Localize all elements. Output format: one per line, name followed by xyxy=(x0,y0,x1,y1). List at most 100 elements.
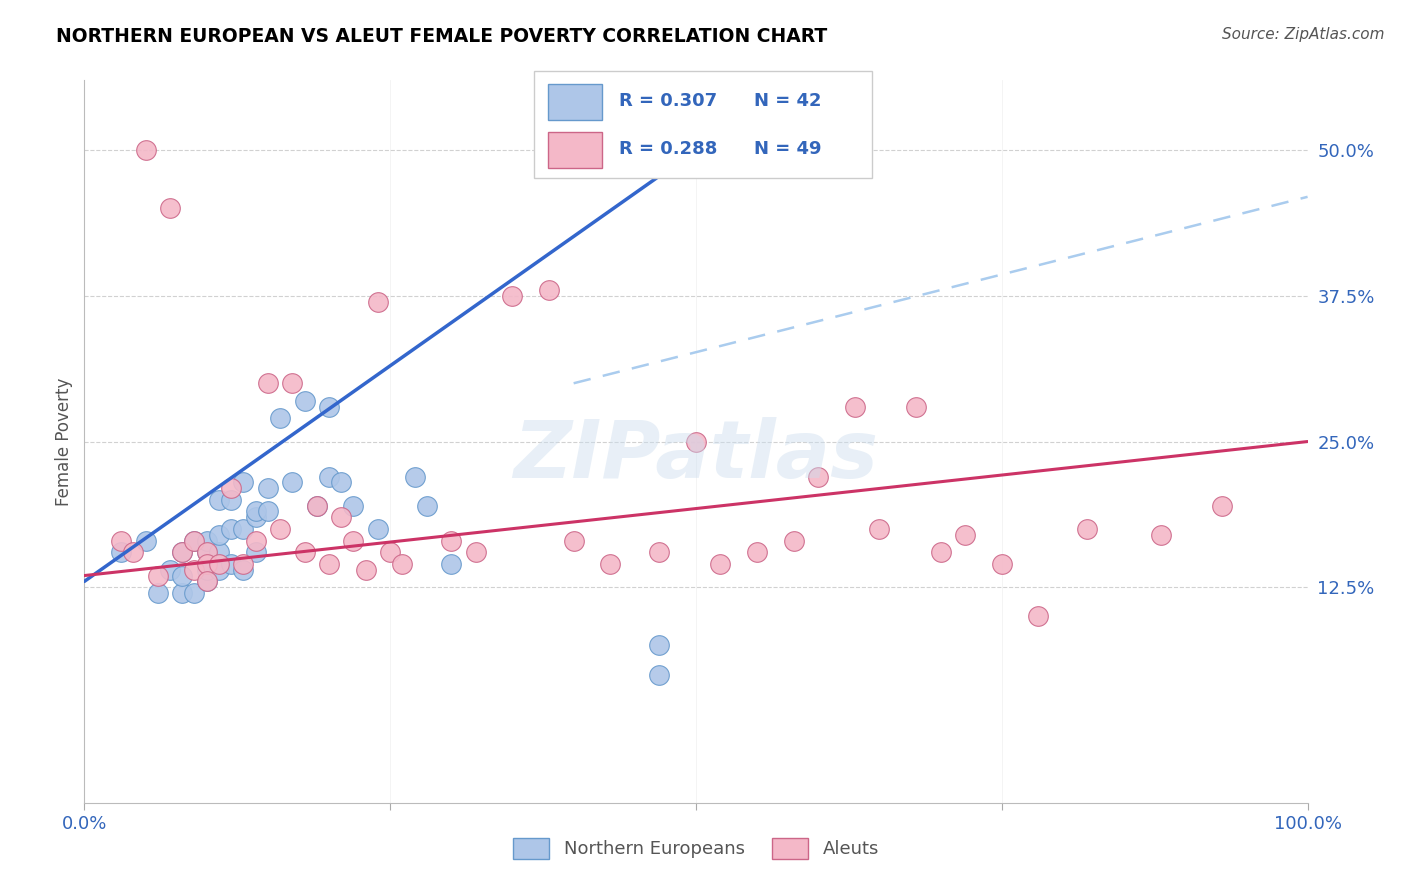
Point xyxy=(354,563,377,577)
Point xyxy=(294,545,316,559)
Text: ZIPatlas: ZIPatlas xyxy=(513,417,879,495)
Point xyxy=(135,143,157,157)
Point xyxy=(648,639,671,653)
Point xyxy=(219,492,242,507)
Point xyxy=(869,522,891,536)
Point xyxy=(208,528,231,542)
Text: N = 49: N = 49 xyxy=(754,141,821,159)
Point xyxy=(367,294,389,309)
Point xyxy=(807,469,830,483)
Point xyxy=(172,586,194,600)
Text: R = 0.288: R = 0.288 xyxy=(619,141,717,159)
Point xyxy=(232,557,254,571)
Point xyxy=(232,522,254,536)
Point xyxy=(391,557,413,571)
Point xyxy=(281,376,304,391)
Point xyxy=(330,475,353,490)
Point xyxy=(342,533,364,548)
Text: N = 42: N = 42 xyxy=(754,93,821,111)
FancyBboxPatch shape xyxy=(548,132,602,168)
Point xyxy=(953,528,976,542)
Point xyxy=(844,400,866,414)
Point xyxy=(172,545,194,559)
Text: Source: ZipAtlas.com: Source: ZipAtlas.com xyxy=(1222,27,1385,42)
Point xyxy=(208,492,231,507)
Point xyxy=(208,545,231,559)
Point xyxy=(183,586,205,600)
Point xyxy=(159,563,181,577)
Point xyxy=(648,545,671,559)
Point xyxy=(195,545,218,559)
Point xyxy=(135,533,157,548)
Point xyxy=(195,563,218,577)
Point xyxy=(464,545,486,559)
Point xyxy=(183,563,205,577)
Point xyxy=(219,481,242,495)
Point xyxy=(318,469,340,483)
Legend: Northern Europeans, Aleuts: Northern Europeans, Aleuts xyxy=(506,830,886,866)
Point xyxy=(305,499,328,513)
Y-axis label: Female Poverty: Female Poverty xyxy=(55,377,73,506)
Point xyxy=(269,522,291,536)
Point xyxy=(195,574,218,589)
Point xyxy=(1028,609,1050,624)
Point xyxy=(208,563,231,577)
Point xyxy=(195,533,218,548)
Point xyxy=(440,557,463,571)
Point xyxy=(404,469,426,483)
Point xyxy=(538,283,561,297)
FancyBboxPatch shape xyxy=(548,84,602,120)
Point xyxy=(245,510,267,524)
Point xyxy=(245,533,267,548)
Point xyxy=(172,545,194,559)
Point xyxy=(183,533,205,548)
Point xyxy=(305,499,328,513)
Point xyxy=(219,557,242,571)
Point xyxy=(294,393,316,408)
Point xyxy=(269,411,291,425)
Point xyxy=(648,667,671,681)
Point xyxy=(562,533,585,548)
Point xyxy=(929,545,952,559)
FancyBboxPatch shape xyxy=(534,71,872,178)
Point xyxy=(709,557,731,571)
Point xyxy=(122,545,145,559)
Point xyxy=(599,557,621,571)
Point xyxy=(146,568,169,582)
Point xyxy=(232,475,254,490)
Text: NORTHERN EUROPEAN VS ALEUT FEMALE POVERTY CORRELATION CHART: NORTHERN EUROPEAN VS ALEUT FEMALE POVERT… xyxy=(56,27,828,45)
Point xyxy=(110,545,132,559)
Point xyxy=(146,586,169,600)
Point xyxy=(159,202,181,216)
Point xyxy=(1150,528,1173,542)
Point xyxy=(991,557,1014,571)
Point xyxy=(281,475,304,490)
Point xyxy=(440,533,463,548)
Point xyxy=(257,376,280,391)
Point xyxy=(195,574,218,589)
Point xyxy=(208,557,231,571)
Point xyxy=(183,533,205,548)
Text: R = 0.307: R = 0.307 xyxy=(619,93,717,111)
Point xyxy=(342,499,364,513)
Point xyxy=(685,434,707,449)
Point xyxy=(783,533,806,548)
Point xyxy=(1211,499,1233,513)
Point xyxy=(380,545,402,559)
Point xyxy=(416,499,439,513)
Point xyxy=(245,545,267,559)
Point xyxy=(232,563,254,577)
Point xyxy=(1076,522,1098,536)
Point xyxy=(318,557,340,571)
Point xyxy=(905,400,928,414)
Point xyxy=(245,504,267,518)
Point xyxy=(172,568,194,582)
Point xyxy=(502,289,524,303)
Point xyxy=(219,522,242,536)
Point xyxy=(747,545,769,559)
Point xyxy=(257,504,280,518)
Point xyxy=(367,522,389,536)
Point xyxy=(195,545,218,559)
Point xyxy=(110,533,132,548)
Point xyxy=(257,481,280,495)
